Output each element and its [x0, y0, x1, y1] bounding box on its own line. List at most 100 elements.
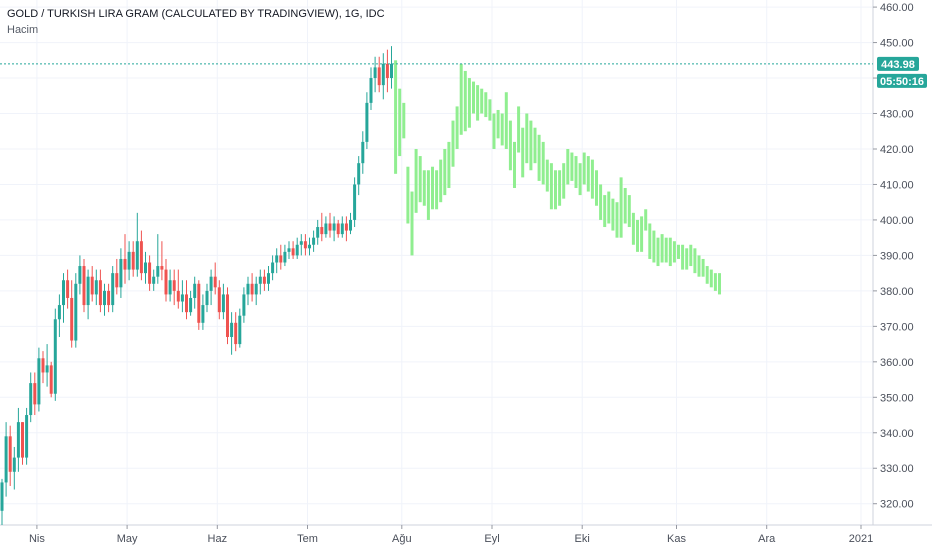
projection-bar — [394, 60, 398, 174]
projection-bar — [648, 223, 652, 259]
candle — [78, 255, 82, 295]
candle-body — [250, 283, 254, 295]
candle-body — [205, 290, 209, 306]
time-axis[interactable]: Nis May Haz Tem Ağu Eyl Eki Kas Ara 2021 — [29, 525, 873, 545]
projection-bar — [500, 113, 504, 146]
candle — [377, 56, 381, 93]
candle — [344, 216, 348, 242]
candle — [226, 287, 229, 345]
candle — [291, 241, 295, 259]
candle-body — [123, 258, 127, 270]
candle-body — [98, 280, 102, 306]
candle — [98, 269, 102, 313]
candle — [312, 230, 316, 252]
candle-body — [213, 276, 217, 288]
candle-body — [172, 280, 176, 291]
candle — [45, 344, 49, 387]
candle — [242, 287, 246, 323]
candle — [29, 372, 33, 423]
candle-body — [242, 294, 246, 316]
projection-bar — [459, 63, 463, 135]
projection-bar — [590, 159, 594, 199]
candle-body — [164, 269, 168, 295]
candle — [144, 251, 147, 284]
projection-bar — [402, 102, 406, 139]
candle-body — [12, 457, 16, 472]
projection-bar — [615, 202, 619, 238]
y-tick-label: 380.00 — [880, 286, 914, 298]
volume-label[interactable]: Hacim — [7, 24, 38, 36]
candle — [254, 276, 258, 306]
projection-bar — [652, 230, 656, 263]
candle — [320, 212, 324, 242]
candle-body — [221, 294, 225, 313]
candle-body — [361, 141, 365, 164]
candle-body — [144, 262, 147, 274]
candle-body — [160, 266, 164, 270]
candle-body — [328, 223, 332, 231]
y-tick-label: 320.00 — [880, 499, 914, 511]
projection-bar — [554, 170, 557, 210]
candle — [271, 255, 275, 281]
candle — [283, 244, 287, 267]
candle — [349, 212, 352, 235]
price-axis[interactable]: 320.00 330.00 340.00 350.00 360.00 370.00 380.… — [873, 2, 914, 511]
projection-bar — [611, 198, 615, 231]
candle — [156, 234, 160, 284]
projection-bar — [599, 184, 603, 220]
candle — [70, 280, 74, 348]
projection-bar — [455, 106, 459, 149]
candle — [250, 273, 254, 302]
candle-body — [258, 276, 262, 284]
candle — [209, 269, 213, 306]
candle-body — [90, 276, 94, 295]
candle-body — [201, 305, 205, 323]
candle-body — [287, 248, 291, 252]
projection-bar — [718, 273, 721, 295]
candle — [4, 422, 8, 497]
candle — [390, 46, 393, 89]
candle — [94, 269, 98, 306]
candle — [308, 237, 311, 256]
candle — [299, 234, 303, 256]
candle — [353, 177, 357, 228]
candle-body — [254, 283, 258, 295]
projection-bar — [504, 92, 508, 149]
candle-body — [78, 266, 82, 284]
candle-body — [291, 248, 295, 256]
candle-body — [197, 283, 201, 323]
candle — [213, 262, 217, 295]
x-tick-label: Ara — [758, 533, 776, 545]
candle — [74, 273, 78, 348]
projection-bar — [578, 163, 582, 196]
candle-body — [119, 258, 123, 288]
projection-bar — [660, 234, 664, 263]
candle — [37, 347, 41, 412]
x-tick-label: Tem — [297, 533, 318, 545]
candle-body — [57, 305, 61, 320]
x-tick-label: Ağu — [392, 533, 412, 545]
projection-bar — [525, 113, 529, 164]
candle — [361, 131, 365, 174]
candle-body — [37, 358, 41, 405]
price-badge-bg — [877, 56, 919, 71]
candle-body — [25, 415, 29, 458]
candle-body — [390, 63, 393, 79]
candle-body — [275, 255, 279, 263]
candle — [303, 234, 307, 256]
candle-body — [316, 227, 320, 238]
candle — [287, 241, 291, 259]
candle-body — [308, 244, 311, 249]
projection-bar — [492, 113, 496, 149]
candle-body — [230, 322, 234, 337]
candle-body — [4, 436, 8, 483]
candle-body — [45, 365, 49, 373]
candle-body — [340, 223, 344, 235]
candle — [197, 280, 201, 330]
projection-bar — [574, 156, 578, 189]
projection-bar — [689, 244, 693, 267]
x-tick-label: Haz — [208, 533, 228, 545]
x-tick-label: Eki — [575, 533, 590, 545]
candle — [185, 280, 188, 320]
